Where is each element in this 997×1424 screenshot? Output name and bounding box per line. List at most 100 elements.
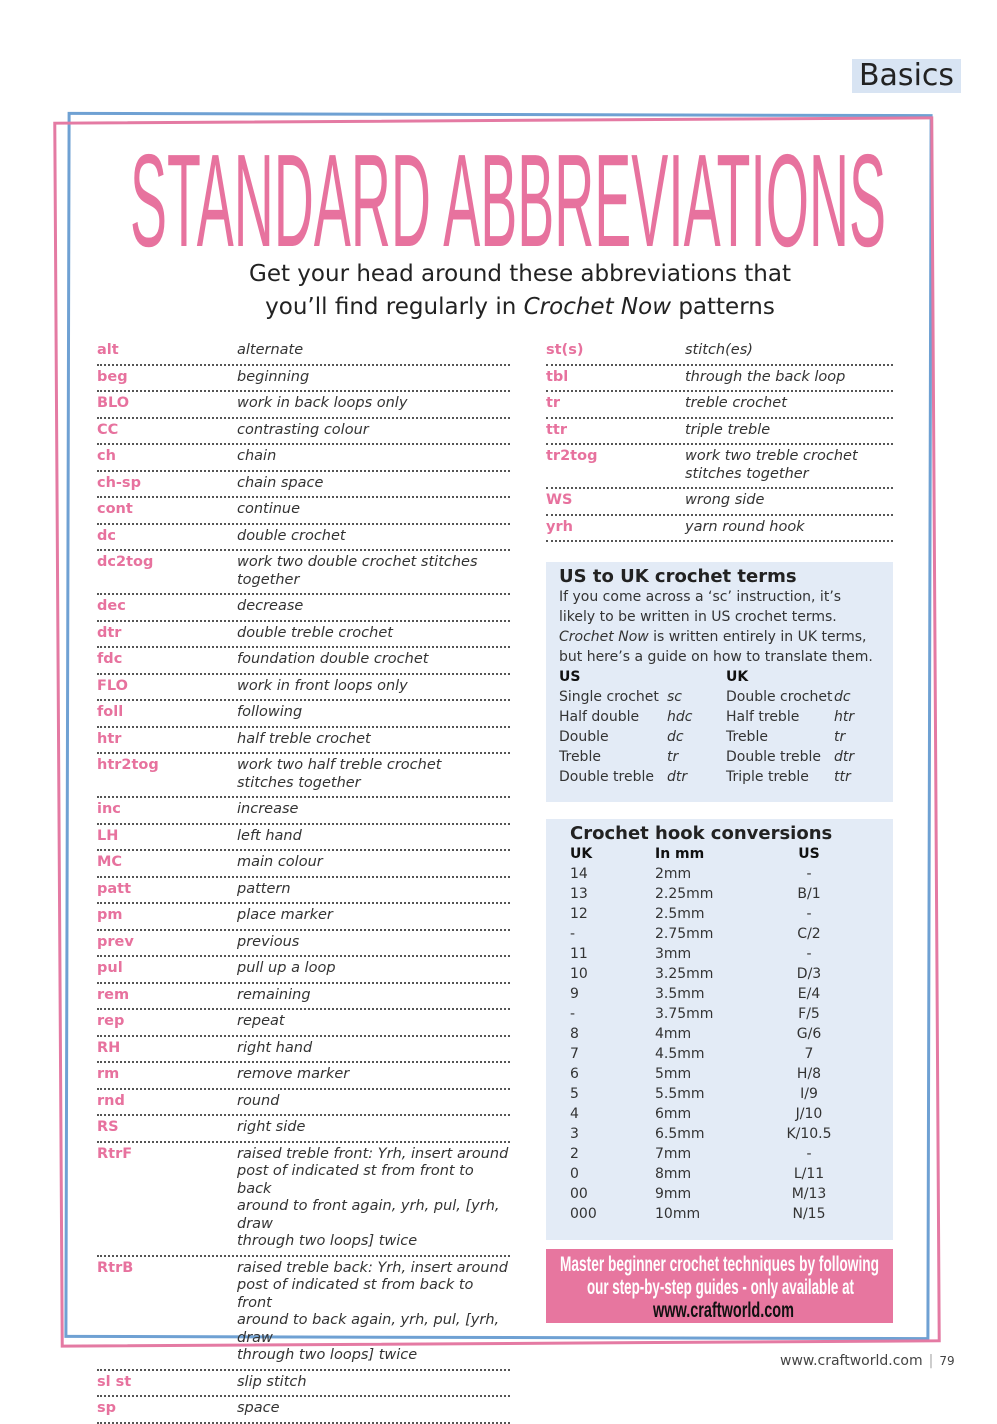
- definition: increase: [237, 801, 299, 817]
- term-abbreviation: ttr: [834, 769, 851, 785]
- intro-text: is written entirely in UK terms, but her…: [559, 629, 873, 665]
- magazine-name: Crochet Now: [523, 294, 672, 320]
- uk-size: 6: [570, 1066, 579, 1082]
- abbreviation: foll: [97, 704, 124, 720]
- abbreviation-row: tbl through the back loop: [546, 366, 893, 392]
- definition: decrease: [237, 598, 304, 614]
- abbreviation: dc: [97, 527, 116, 544]
- us-size: -: [806, 1146, 812, 1162]
- hook-header: UK: [570, 846, 593, 862]
- abbreviation-row: FLO work in front loops only: [97, 675, 510, 701]
- uk-size: 10: [570, 966, 588, 982]
- uk-size: 5: [570, 1086, 579, 1102]
- us-size: -: [806, 906, 812, 922]
- abbreviation-row: dtr double treble crochet: [97, 622, 510, 648]
- hook-table: UK In mm US 14 2mm - 13 2.25mm B/1 12 2.5mm - - 2.75m…: [570, 844, 869, 1224]
- definition: yarn round hook: [685, 518, 805, 535]
- abbreviation: dc2tog: [97, 554, 154, 570]
- abbreviation-row: patt pattern: [97, 878, 510, 904]
- uk-size: 00: [570, 1186, 588, 1202]
- uk-size: -: [570, 1006, 576, 1022]
- us-size: M/13: [791, 1186, 827, 1202]
- abbreviation: CC: [97, 421, 119, 438]
- abbreviation: rem: [97, 986, 130, 1003]
- us-uk-heading: US to UK crochet terms: [559, 566, 797, 587]
- definition: left hand: [237, 827, 302, 844]
- abbreviation: htr: [97, 730, 122, 747]
- spacer: [667, 667, 726, 687]
- abbreviation-row: htr half treble crochet: [97, 728, 510, 754]
- abbreviation-row: tr treble crochet: [546, 392, 893, 419]
- definition: work two double crochet stitches togethe…: [237, 554, 478, 588]
- abbreviation-row: pul pull up a loop: [97, 957, 510, 984]
- us-size: G/6: [796, 1026, 822, 1042]
- abbreviation-row: sp space: [97, 1397, 510, 1424]
- term-abbreviation: htr: [834, 709, 855, 725]
- abbreviation-row: sl st slip stitch: [97, 1371, 510, 1397]
- definition: through the back loop: [685, 368, 846, 385]
- uk-size: -: [570, 926, 576, 942]
- abbreviation: rnd: [97, 1092, 125, 1109]
- abbreviation-row: ch chain: [97, 445, 510, 472]
- abbreviation-row: prev previous: [97, 931, 510, 957]
- promo-line1: Master beginner crochet techniques by fo…: [560, 1253, 879, 1276]
- uk-size: 12: [570, 906, 588, 922]
- us-size: E/4: [797, 986, 821, 1002]
- abbreviation-row: ch-sp chain space: [97, 472, 510, 498]
- abbreviation: tr2tog: [546, 448, 598, 464]
- mm-size: 2mm: [655, 866, 692, 882]
- term-abbreviation: hdc: [667, 709, 693, 725]
- abbreviation: RtrB: [97, 1259, 134, 1276]
- us-size: D/3: [796, 966, 822, 982]
- definition: treble crochet: [685, 395, 787, 411]
- mm-size: 6.5mm: [655, 1126, 705, 1142]
- abbreviation-row: htr2tog work two half treble crochet stit…: [97, 754, 510, 798]
- page-number: 79: [939, 1354, 955, 1368]
- term-name: Double: [559, 729, 609, 745]
- abbreviation: RS: [97, 1119, 119, 1135]
- abbreviation-row: tr2tog work two treble crochet stitches t…: [546, 445, 893, 489]
- abbreviation-row: cont continue: [97, 498, 510, 525]
- definition: raised treble front: Yrh, insert around …: [237, 1145, 509, 1250]
- promo-banner[interactable]: Master beginner crochet techniques by fo…: [546, 1249, 893, 1323]
- mm-size: 6mm: [655, 1106, 692, 1122]
- term-name: Double treble: [726, 749, 821, 765]
- abbreviation: BLO: [97, 395, 130, 411]
- subtitle-text: patterns: [671, 294, 775, 320]
- abbreviation: ch: [97, 448, 116, 464]
- abbreviation: fdc: [97, 651, 123, 667]
- definition: right side: [237, 1119, 306, 1135]
- us-size: J/10: [795, 1106, 823, 1122]
- abbreviation: tbl: [546, 368, 569, 385]
- abbreviation-row: rem remaining: [97, 984, 510, 1010]
- abbreviation: alt: [97, 342, 119, 358]
- term-name: Double treble: [559, 769, 654, 785]
- uk-header: UK: [726, 669, 749, 685]
- abbreviation-row: LH left hand: [97, 825, 510, 851]
- abbreviation: pul: [97, 960, 123, 976]
- footer-site[interactable]: www.craftworld.com: [780, 1353, 923, 1369]
- abbreviation: sl st: [97, 1373, 132, 1390]
- term-name: Treble: [559, 749, 601, 765]
- abbreviation: cont: [97, 501, 133, 517]
- mm-size: 5mm: [655, 1066, 692, 1082]
- us-size: N/15: [792, 1206, 826, 1222]
- us-size: F/5: [798, 1006, 820, 1022]
- term-name: Single crochet: [559, 689, 659, 705]
- term-name: Triple treble: [726, 769, 809, 785]
- definition: slip stitch: [237, 1373, 307, 1390]
- mm-size: 8mm: [655, 1166, 692, 1182]
- term-abbreviation: sc: [667, 689, 682, 705]
- definition: alternate: [237, 342, 304, 358]
- mm-size: 2.25mm: [655, 886, 714, 902]
- promo-url[interactable]: www.craftworld.com: [652, 1299, 794, 1322]
- subtitle-line1: Get your head around these abbreviations…: [249, 261, 791, 287]
- definition: remaining: [237, 986, 311, 1003]
- footer-separator: |: [928, 1353, 934, 1369]
- definition: work two treble crochet stitches togethe…: [685, 448, 858, 482]
- magazine-name: Crochet Now: [559, 629, 649, 645]
- hook-header: US: [798, 846, 820, 862]
- us-size: C/2: [797, 926, 821, 942]
- abbreviation-row: CC contrasting colour: [97, 419, 510, 445]
- promo-text: Master beginner crochet techniques by fo…: [560, 1253, 879, 1322]
